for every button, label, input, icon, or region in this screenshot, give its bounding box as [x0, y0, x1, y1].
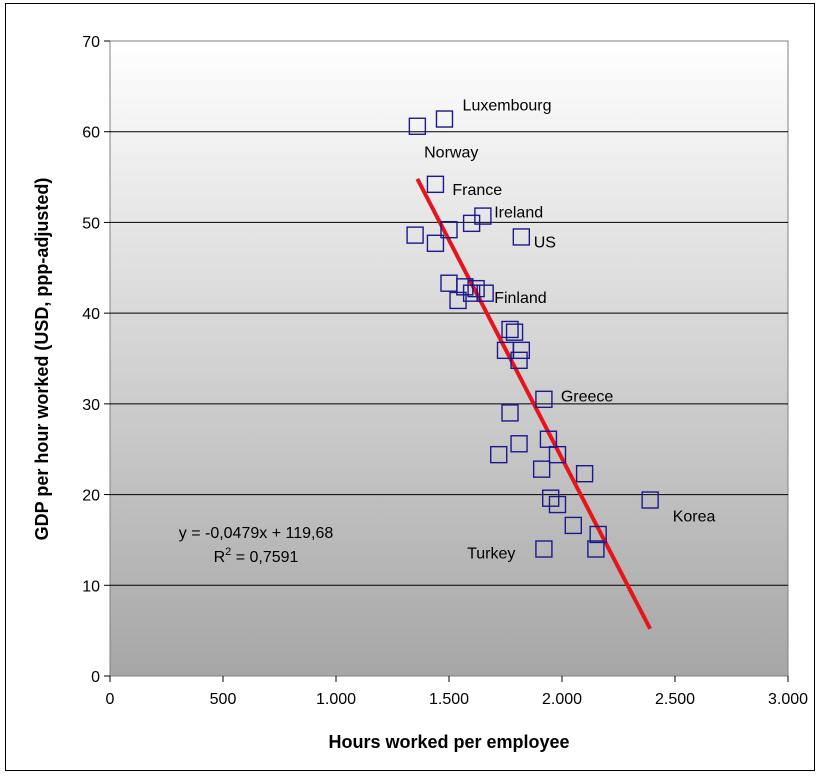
point-label: France [452, 182, 502, 199]
x-tick-label: 0 [106, 691, 115, 708]
data-point [462, 284, 481, 302]
plot-area [109, 40, 789, 677]
y-tick-label: 30 [82, 397, 100, 414]
point-label: Greece [561, 389, 614, 406]
point-labels: Luxembourg Norway France Ireland US Finland Gr… [424, 98, 715, 563]
data-point [535, 540, 553, 558]
data-point [535, 390, 553, 409]
y-tick-label: 40 [82, 306, 100, 323]
y-tick-label: 20 [82, 488, 100, 505]
scatter-chart: 0 10 20 30 40 50 60 70 0 500 1.000 1.500 2.000 2.500… [32, 34, 808, 752]
r-squared-sup: 2 [225, 546, 231, 558]
point-label: Turkey [467, 546, 515, 563]
trend-line [415, 177, 652, 630]
point-label: Luxembourg [463, 98, 552, 115]
data-point [476, 284, 494, 302]
r-squared-value: = 0,7591 [231, 549, 298, 566]
data-points [406, 110, 659, 558]
y-tick-label: 60 [82, 125, 100, 142]
data-point [532, 460, 551, 478]
r-squared-prefix: R [214, 549, 226, 566]
data-point [641, 491, 659, 509]
data-point [587, 540, 605, 558]
data-point [440, 220, 458, 239]
point-label: Finland [494, 290, 546, 307]
data-point [548, 495, 567, 514]
data-point [474, 207, 492, 225]
data-point [564, 516, 582, 535]
data-point [490, 445, 508, 464]
data-point [462, 214, 481, 233]
point-label: Ireland [494, 205, 543, 222]
x-tick-label: 1.500 [429, 691, 469, 708]
y-axis-title: GDP per hour worked (USD, ppp-adjusted) [32, 178, 52, 541]
x-tick-label: 2.000 [542, 691, 582, 708]
x-tick-label: 2.500 [655, 691, 695, 708]
data-point [548, 445, 567, 464]
x-tick-label: 3.000 [768, 691, 808, 708]
data-point [510, 351, 528, 370]
data-point [501, 404, 519, 422]
y-tick-label: 0 [91, 669, 100, 686]
data-point [501, 320, 519, 339]
data-point [539, 430, 558, 448]
data-point [426, 175, 445, 194]
x-tick-label: 500 [210, 691, 237, 708]
data-point [449, 291, 467, 310]
point-label: Korea [673, 508, 716, 525]
chart-frame: 0 10 20 30 40 50 60 70 0 500 1.000 1.500 2.000 2.500… [5, 3, 815, 771]
data-point [406, 226, 424, 244]
point-label: US [534, 234, 556, 251]
data-point [512, 228, 531, 246]
x-tick-label: 1.000 [316, 691, 356, 708]
x-axis-title: Hours worked per employee [328, 732, 569, 752]
data-point [426, 234, 445, 252]
data-point [505, 323, 524, 341]
y-tick-label: 50 [82, 215, 100, 232]
data-point [408, 117, 427, 135]
data-point [589, 525, 607, 544]
data-point [467, 279, 485, 298]
y-axis: 0 10 20 30 40 50 60 70 [82, 34, 110, 686]
point-label: Norway [424, 145, 478, 162]
y-tick-label: 70 [82, 34, 100, 51]
r-squared: R2 = 0,7591 [214, 546, 299, 566]
grid-lines [110, 131, 788, 586]
data-point [575, 465, 594, 483]
data-point [542, 489, 560, 507]
x-axis: 0 500 1.000 1.500 2.000 2.500 3.000 [106, 676, 808, 708]
data-point [512, 341, 531, 360]
data-point [456, 278, 474, 296]
data-point [510, 435, 528, 453]
trend-equation: y = -0,0479x + 119,68 [179, 525, 334, 542]
data-point [435, 110, 454, 128]
y-tick-label: 10 [82, 578, 100, 595]
